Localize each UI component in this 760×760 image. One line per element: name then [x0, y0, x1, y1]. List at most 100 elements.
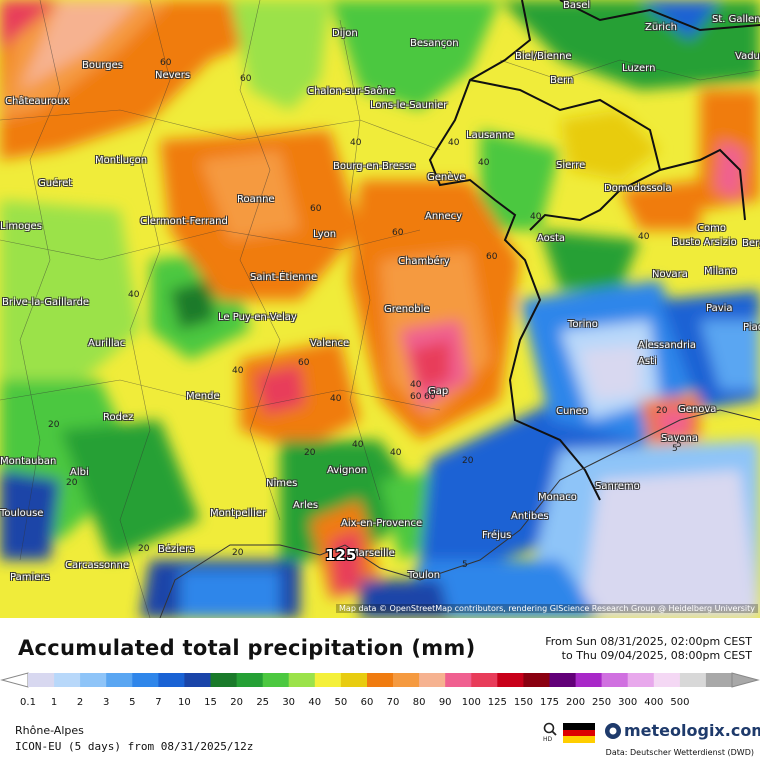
- legend-tick-label: 3: [103, 697, 110, 708]
- city-label: Fréjus: [482, 530, 512, 541]
- legend-tick-label: 200: [566, 697, 586, 708]
- city-label: Domodossola: [604, 183, 672, 194]
- city-label: Brive-la-Gaillarde: [2, 297, 90, 308]
- legend-color-swatch: [132, 673, 159, 687]
- legend-color-swatch: [523, 673, 550, 687]
- city-label: Pamiers: [10, 572, 50, 583]
- legend-color-swatch: [601, 673, 629, 687]
- legend-tick-label: 60: [360, 697, 374, 708]
- legend-tick-label: 5: [129, 697, 136, 708]
- city-label: Albi: [70, 467, 89, 478]
- city-label: Dijon: [332, 28, 358, 39]
- legend-color-swatch: [445, 673, 472, 687]
- isoline-value-label: 40: [232, 366, 244, 376]
- meteologix-logo-icon: [605, 723, 621, 739]
- legend-color-swatch: [210, 673, 238, 687]
- city-label: Nevers: [155, 70, 191, 81]
- city-label: Nîmes: [266, 478, 298, 489]
- city-label: Sanremo: [595, 481, 640, 492]
- max-value-label: 125: [325, 546, 357, 564]
- legend-tick-label: 150: [513, 697, 533, 708]
- magnifier-icon: [543, 722, 557, 736]
- legend-tick-label: 2: [76, 697, 84, 708]
- city-label: Zürich: [645, 22, 677, 33]
- isoline-value-label: 5: [672, 444, 678, 454]
- legend-tick-label: 15: [204, 697, 217, 708]
- legend-color-swatch: [80, 673, 107, 687]
- city-label: Novara: [652, 269, 688, 280]
- legend-tick-label: 10: [178, 697, 191, 708]
- city-label: Toulon: [408, 570, 441, 581]
- legend-color-swatch: [54, 673, 81, 687]
- brand-name[interactable]: meteologix.com: [624, 721, 760, 740]
- city-label: Vaduz: [735, 51, 760, 62]
- region-name: Rhône-Alpes: [15, 724, 84, 737]
- city-label: Besançon: [410, 38, 459, 49]
- isoline-value-label: 40: [352, 440, 364, 450]
- isoline-value-label: 5: [676, 440, 682, 450]
- city-label: Busto Arsizio: [672, 237, 737, 248]
- period-to: to Thu 09/04/2025, 08:00pm CEST: [561, 649, 752, 662]
- legend-tick-label: 500: [670, 697, 690, 708]
- city-label: Béziers: [158, 544, 195, 555]
- city-label: Aurillac: [88, 338, 126, 349]
- city-label: Carcassonne: [65, 560, 129, 571]
- legend-color-swatch: [419, 673, 446, 687]
- city-label: Sierre: [556, 160, 586, 171]
- legend-tick-label: 50: [334, 697, 348, 708]
- city-label: Lons-le-Saunier: [370, 100, 448, 111]
- city-label: Arles: [293, 500, 319, 511]
- city-label: Piacenza: [743, 322, 760, 333]
- time-period: From Sun 08/31/2025, 02:00pm CEST to Thu…: [545, 635, 752, 663]
- legend-tick-label: 1: [50, 697, 58, 708]
- legend-max-arrow: [731, 672, 760, 688]
- legend-color-swatch: [340, 673, 368, 687]
- legend-tick-label: 40: [308, 697, 322, 708]
- legend-tick-label: 0.1: [20, 697, 36, 708]
- isoline-value-label: 20: [138, 544, 150, 554]
- city-label: Savona: [661, 433, 698, 444]
- city-label: Chalon-sur-Saône: [307, 86, 396, 97]
- legend-tick-label: 20: [230, 697, 243, 708]
- hd-toggle[interactable]: HD: [543, 722, 561, 746]
- isoline-value-label: 20: [656, 406, 668, 416]
- city-label: Saint-Étienne: [250, 272, 318, 283]
- city-label: Milano: [704, 266, 737, 277]
- city-label: Torino: [568, 319, 598, 330]
- isoline-value-label: 60: [486, 252, 498, 262]
- isoline-value-label: 40: [128, 290, 140, 300]
- city-label: Guéret: [38, 178, 73, 189]
- city-label: Gap: [428, 386, 449, 397]
- legend-tick-label: 90: [438, 697, 452, 708]
- city-label: Bourg-en-Bresse: [333, 161, 416, 172]
- precipitation-map[interactable]: Basel Zürich St. Gallen Dijon Besançon Biel/B…: [0, 0, 760, 618]
- isoline-value-label: 60: [410, 392, 422, 402]
- map-canvas: [0, 0, 760, 618]
- legend-tick-label: 175: [539, 697, 560, 708]
- isoline-value-label: 40: [448, 138, 460, 148]
- legend-color-swatch: [288, 673, 316, 687]
- isoline-value-label: 60: [424, 392, 436, 402]
- city-label: Alessandria: [638, 340, 697, 351]
- legend-tick-label: 100: [461, 697, 481, 708]
- legend-tick-label: 7: [155, 697, 162, 708]
- isoline-value-label: 60: [392, 228, 404, 238]
- isoline-value-label: 40: [330, 394, 342, 404]
- legend-color-swatch: [497, 673, 524, 687]
- legend-color-swatch: [549, 673, 577, 687]
- legend-tick-label: 300: [618, 697, 638, 708]
- city-label: Basel: [563, 0, 591, 11]
- city-label: Genova: [678, 404, 717, 415]
- city-label: Aosta: [537, 233, 566, 244]
- legend-color-swatch: [106, 673, 133, 687]
- legend-color-swatch: [471, 673, 498, 687]
- city-label: Marseille: [350, 548, 395, 559]
- city-label: Pavia: [706, 303, 733, 314]
- legend-color-swatch: [314, 673, 342, 687]
- city-label: Rodez: [103, 412, 134, 423]
- city-label: Toulouse: [0, 508, 44, 519]
- legend-color-swatch: [679, 673, 707, 687]
- isoline-value-label: 20: [232, 548, 244, 558]
- chart-title: Accumulated total precipitation (mm): [18, 636, 476, 660]
- city-label: St. Gallen: [712, 14, 760, 25]
